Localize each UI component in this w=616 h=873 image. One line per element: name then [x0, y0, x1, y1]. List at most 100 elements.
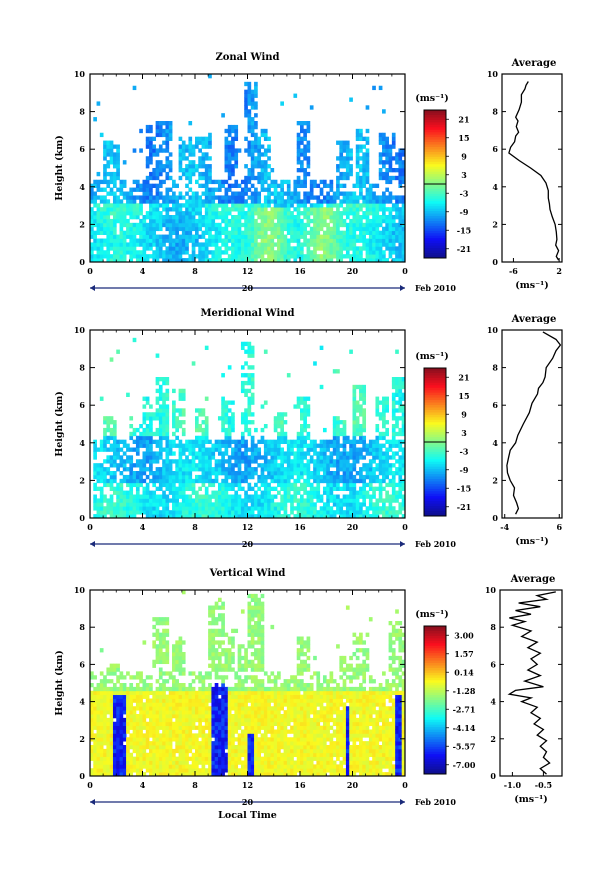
heatmap-cell: [227, 124, 232, 130]
colorbar-segment: [424, 201, 446, 205]
heatmap-cell: [93, 741, 97, 746]
heatmap-cell: [119, 502, 124, 507]
heatmap-cell: [217, 258, 222, 263]
heatmap-cell: [375, 514, 380, 519]
heatmap-cell: [303, 230, 307, 235]
heatmap-cell: [332, 478, 337, 484]
heatmap-cell: [165, 498, 170, 503]
heatmap-cell: [178, 164, 183, 169]
heatmap-cell: [313, 494, 317, 499]
heatmap-cell: [378, 203, 383, 208]
heatmap-cell: [342, 218, 347, 224]
heatmap-cell: [99, 502, 104, 507]
heatmap-cell: [313, 463, 317, 468]
heatmap-cell: [290, 211, 294, 216]
heatmap-cell: [254, 160, 258, 165]
colorbar-segment: [424, 442, 446, 445]
heatmap-cell: [201, 455, 206, 460]
heatmap-cell: [224, 494, 229, 499]
heatmap-cell: [237, 230, 242, 235]
heatmap-cell: [286, 226, 291, 232]
heatmap-cell: [303, 443, 307, 448]
heatmap-cell: [231, 427, 235, 433]
heatmap-cell: [322, 463, 327, 468]
panel-title: Vertical Wind: [209, 568, 286, 579]
heatmap-cell: [326, 222, 330, 228]
heatmap-cell: [188, 215, 193, 220]
heatmap-cell: [247, 486, 252, 491]
heatmap-cell: [286, 203, 291, 208]
heatmap-cell: [280, 203, 284, 208]
heatmap-cell: [280, 238, 284, 243]
heatmap-cell: [145, 230, 150, 235]
heatmap-cell: [359, 230, 363, 235]
heatmap-cell: [240, 416, 245, 421]
heatmap-cell: [165, 412, 170, 417]
heatmap-cell: [382, 171, 386, 177]
heatmap-cell: [109, 752, 114, 758]
heatmap-cell: [352, 463, 357, 468]
heatmap-cell: [181, 171, 186, 177]
heatmap-cell: [109, 514, 114, 519]
heatmap-cell: [355, 238, 360, 243]
heatmap-cell: [201, 439, 206, 444]
heatmap-cell: [198, 451, 202, 456]
heatmap-cell: [332, 498, 337, 503]
heatmap-cell: [198, 467, 202, 472]
heatmap-cell: [257, 451, 262, 456]
heatmap-cell: [257, 246, 262, 251]
heatmap-cell: [382, 463, 386, 468]
heatmap-cell: [237, 451, 242, 456]
heatmap-cell: [227, 455, 232, 460]
heatmap-cell: [162, 506, 166, 511]
heatmap-cell: [185, 222, 189, 228]
heatmap-cell: [296, 222, 301, 228]
heatmap-cell: [306, 482, 311, 488]
heatmap-cell: [349, 486, 353, 491]
heatmap-cell: [339, 467, 344, 472]
heatmap-cell: [342, 234, 347, 239]
heatmap-cell: [359, 467, 363, 472]
heatmap-cell: [155, 238, 160, 243]
heatmap-cell: [300, 427, 304, 433]
heatmap-cell: [116, 463, 120, 468]
heatmap-cell: [224, 148, 229, 153]
heatmap-cell: [237, 246, 242, 251]
heatmap-cell: [391, 384, 396, 390]
heatmap-cell: [106, 737, 111, 742]
heatmap-cell: [352, 191, 357, 196]
colorbar-segment: [424, 250, 446, 254]
heatmap-cell: [96, 474, 101, 480]
heatmap-cell: [267, 510, 271, 515]
heatmap-cell: [267, 471, 271, 476]
heatmap-cell: [129, 447, 134, 452]
heatmap-cell: [126, 729, 130, 734]
heatmap-cell: [119, 741, 124, 746]
heatmap-cell: [339, 199, 344, 204]
heatmap-cell: [201, 494, 206, 499]
heatmap-cell: [162, 412, 166, 417]
heatmap-cell: [191, 486, 196, 491]
average-title: Average: [511, 58, 557, 69]
heatmap-cell: [168, 486, 173, 491]
heatmap-cell: [201, 183, 206, 188]
heatmap-cell: [96, 717, 101, 723]
heatmap-cell: [309, 203, 314, 208]
heatmap-cell: [135, 187, 140, 192]
heatmap-cell: [126, 218, 130, 224]
heatmap-cell: [155, 175, 160, 181]
heatmap-cell: [122, 246, 127, 251]
heatmap-cell: [112, 721, 117, 727]
heatmap-cell: [135, 706, 140, 711]
heatmap-cell: [116, 156, 120, 161]
heatmap-cell: [155, 380, 160, 386]
heatmap-cell: [217, 254, 222, 259]
heatmap-cell: [280, 230, 284, 235]
heatmap-cell: [382, 478, 386, 484]
heatmap-cell: [132, 741, 137, 746]
heatmap-cell: [227, 482, 232, 488]
heatmap-cell: [250, 396, 255, 401]
heatmap-cell: [99, 725, 104, 730]
heatmap-cell: [273, 471, 278, 476]
heatmap-cell: [142, 486, 147, 491]
